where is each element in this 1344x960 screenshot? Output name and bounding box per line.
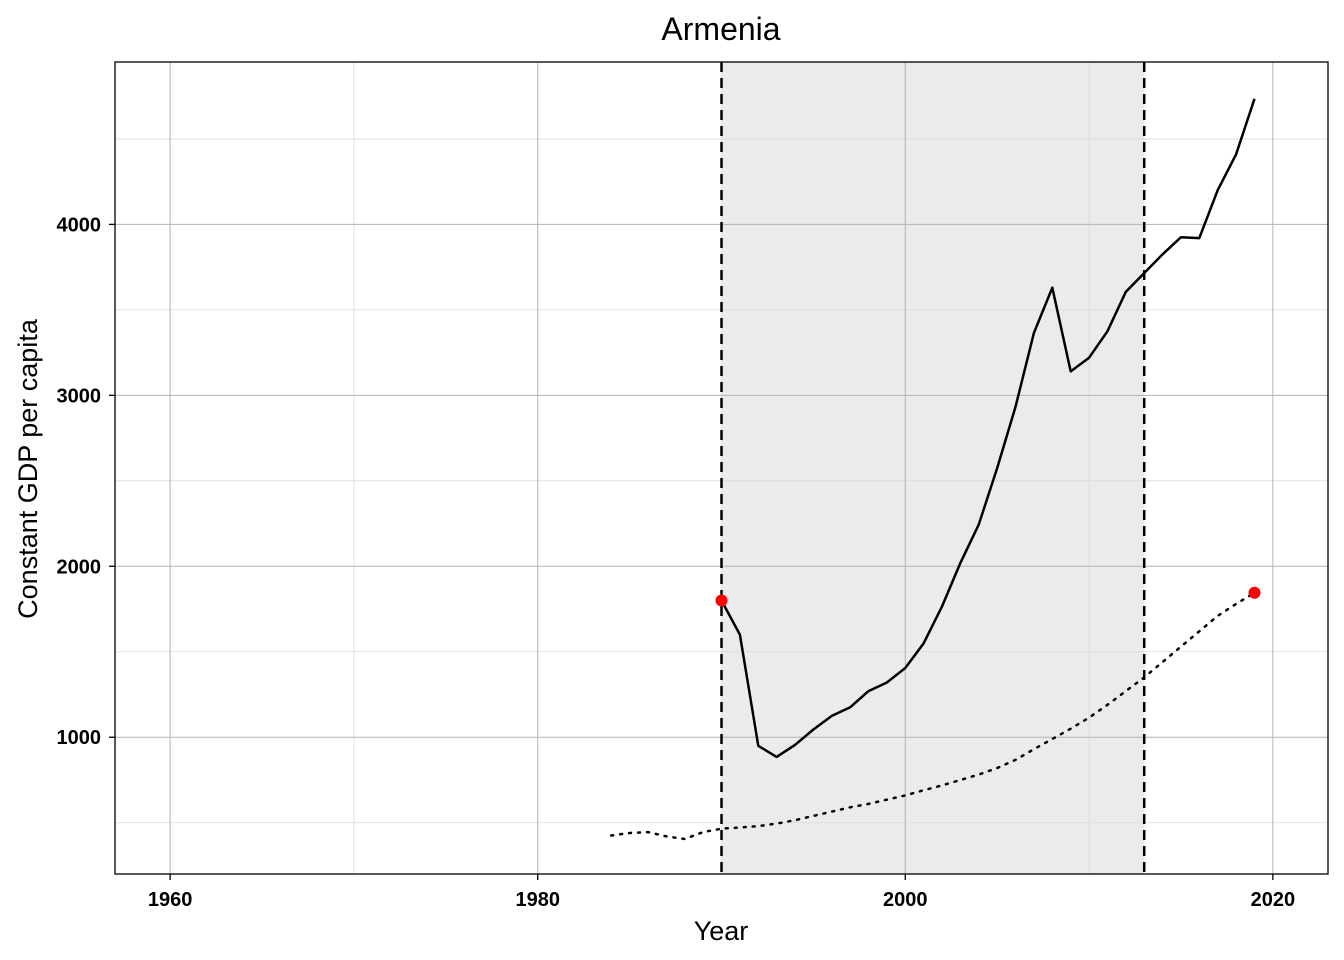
y-tick-label: 2000 [57, 556, 102, 578]
highlight-point [1248, 586, 1261, 599]
plot-border [114, 61, 1329, 875]
x-tick-label: 2020 [1251, 889, 1296, 911]
x-axis-title: Year [694, 916, 749, 946]
y-tick-label: 1000 [57, 727, 102, 749]
y-tick-label: 3000 [57, 385, 102, 407]
x-tick-label: 2000 [883, 889, 928, 911]
x-tick-label: 1980 [515, 889, 560, 911]
y-tick-label: 4000 [57, 214, 102, 236]
series-line-solid [720, 98, 1256, 759]
x-tick-label: 1960 [148, 889, 193, 911]
shaded-region [721, 62, 1145, 874]
y-axis-title: Constant GDP per capita [13, 318, 43, 619]
plot-area: 1960 1980 2000 2020 1000 2000 3000 4000 [57, 61, 1329, 911]
chart-title: Armenia [661, 11, 780, 47]
series-line-dotted [609, 591, 1256, 841]
highlight-point [715, 594, 728, 607]
